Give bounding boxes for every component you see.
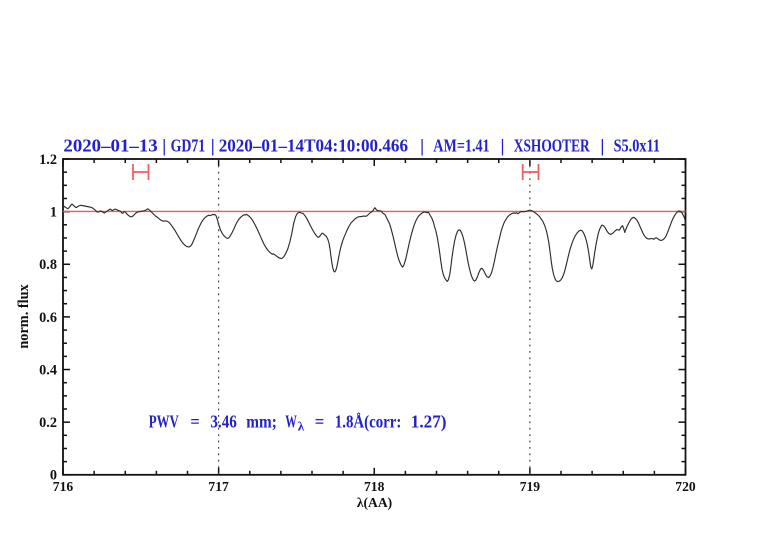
svg-text:AM=1.41: AM=1.41 xyxy=(433,136,489,156)
svg-text:GD71: GD71 xyxy=(171,136,206,156)
svg-text:λ: λ xyxy=(298,419,305,434)
svg-text:2020–01–13: 2020–01–13 xyxy=(63,136,157,156)
svg-text:|: | xyxy=(600,136,604,156)
svg-text:1.27): 1.27) xyxy=(411,412,447,432)
svg-text:norm. flux: norm. flux xyxy=(16,283,32,348)
svg-text:=: = xyxy=(315,412,325,432)
svg-text:λ(AA): λ(AA) xyxy=(357,495,392,511)
svg-text:0: 0 xyxy=(50,468,57,484)
svg-text:=: = xyxy=(190,412,199,432)
svg-text:0.8: 0.8 xyxy=(39,257,57,273)
svg-text:|: | xyxy=(420,136,424,156)
svg-text:718: 718 xyxy=(364,479,385,494)
svg-text:S5.0x11: S5.0x11 xyxy=(614,136,660,156)
svg-text:716: 716 xyxy=(53,479,74,494)
svg-text:0.4: 0.4 xyxy=(39,362,57,378)
svg-text:3.46: 3.46 xyxy=(210,412,237,432)
svg-text:1.2: 1.2 xyxy=(39,152,57,168)
svg-text:717: 717 xyxy=(208,479,229,494)
svg-text:1: 1 xyxy=(50,205,57,221)
svg-text:1.8Å(corr:: 1.8Å(corr: xyxy=(335,412,402,432)
svg-text:|: | xyxy=(211,136,215,156)
svg-text:|: | xyxy=(501,136,505,156)
svg-text:0.6: 0.6 xyxy=(39,310,57,326)
svg-text:|: | xyxy=(162,136,166,156)
svg-text:0.2: 0.2 xyxy=(39,415,57,431)
svg-text:2020–01–14T04:10:00.466: 2020–01–14T04:10:00.466 xyxy=(219,136,408,156)
svg-text:XSHOOTER: XSHOOTER xyxy=(514,136,591,156)
svg-text:PWV: PWV xyxy=(149,412,179,432)
svg-text:719: 719 xyxy=(520,479,541,494)
svg-text:mm;: mm; xyxy=(246,412,276,432)
svg-text:W: W xyxy=(285,412,297,432)
svg-text:720: 720 xyxy=(675,479,696,494)
